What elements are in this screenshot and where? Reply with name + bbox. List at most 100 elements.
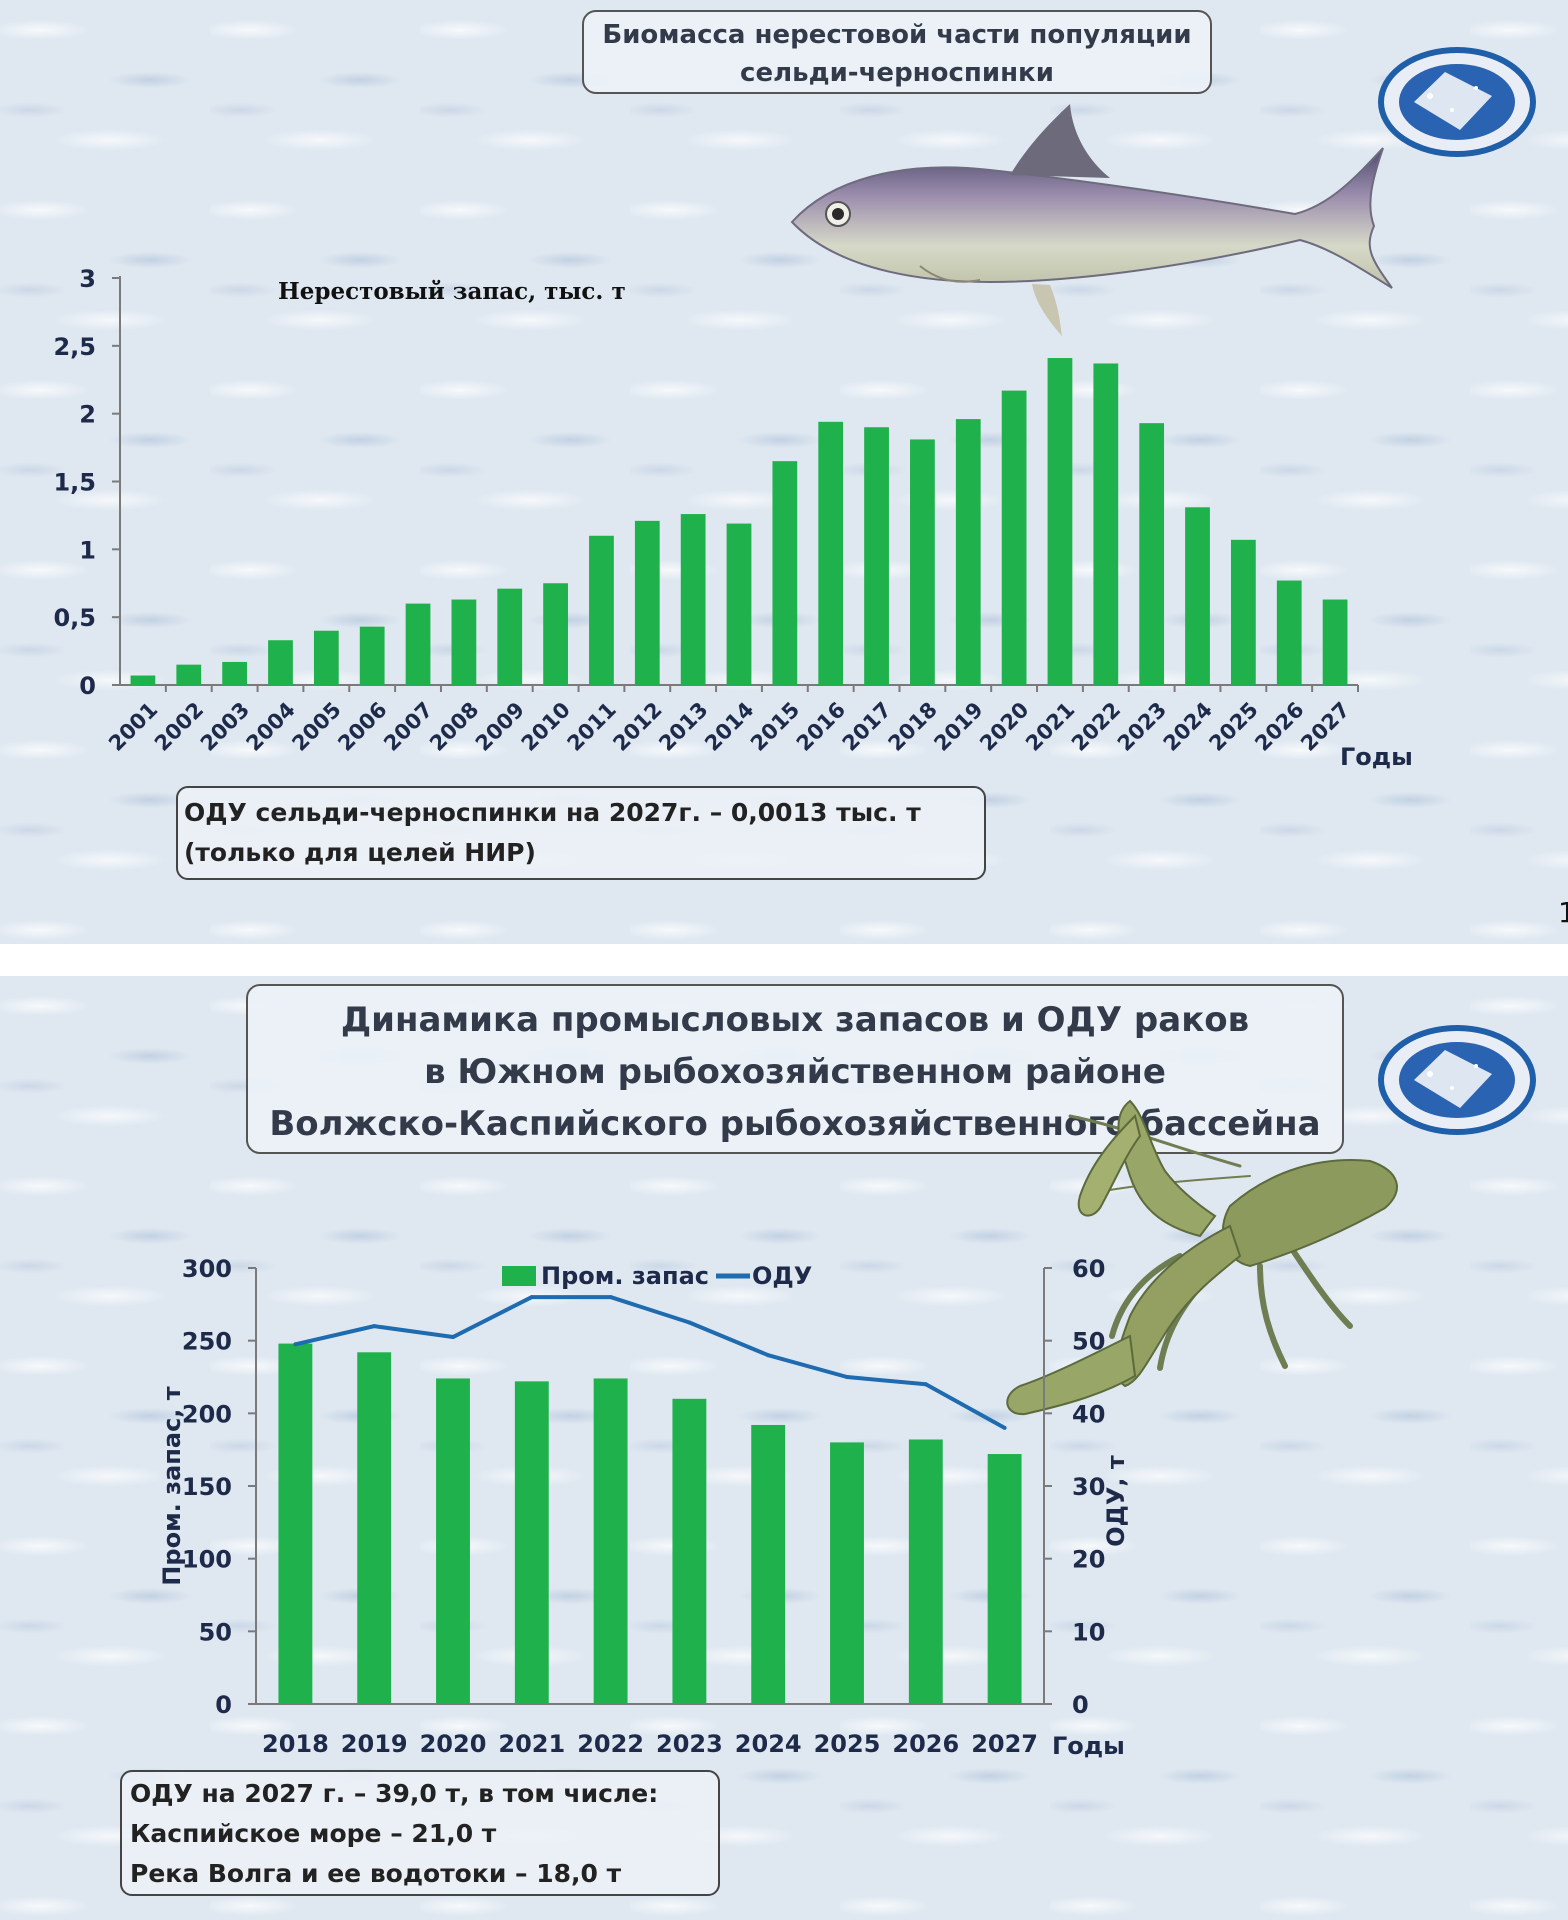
bar-2004 (268, 640, 293, 685)
right-y-tick-label: 50 (1072, 1328, 1105, 1356)
slide-herring: Биомасса нерестовой части популяции сель… (0, 0, 1568, 944)
right-y-tick-label: 0 (1072, 1691, 1089, 1719)
crayfish-title-line2: в Южном рыбохозяйственном районе (424, 1052, 1166, 1092)
bar-2014 (726, 523, 752, 685)
bar-2019 (357, 1352, 392, 1704)
x-tick-label: 2006 (333, 697, 391, 755)
bar-2001 (130, 675, 156, 685)
x-tick-label: 2018 (884, 697, 942, 755)
bar-2023 (672, 1398, 707, 1704)
institute-emblem-icon (1378, 1025, 1536, 1135)
herring-title-box: Биомасса нерестовой части популяции сель… (582, 10, 1212, 94)
y-tick-label: 0,5 (53, 604, 96, 632)
right-y-tick-label: 30 (1072, 1473, 1105, 1501)
crayfish-note-line1: ОДУ на 2027 г. – 39,0 т, в том числе: (130, 1779, 659, 1808)
tac-point-2024 (766, 1353, 771, 1358)
x-tick-label: 2016 (792, 697, 850, 755)
bar-2009 (497, 588, 523, 685)
chart-title: Нерестовый запас, тыс. т (278, 278, 626, 305)
x-tick-label: 2002 (150, 697, 208, 755)
bar-2005 (313, 630, 339, 685)
tac-point-2021 (529, 1295, 534, 1300)
bar-2024 (751, 1424, 786, 1704)
bar-2024 (1185, 507, 1210, 685)
x-tick-label: 2024 (735, 1730, 802, 1758)
y-tick-label: 3 (79, 265, 96, 293)
x-tick-label: 2021 (1021, 697, 1079, 755)
bar-2016 (818, 421, 844, 685)
tac-point-2020 (451, 1335, 455, 1340)
x-tick-label: 2018 (262, 1730, 329, 1758)
bar-2025 (1230, 539, 1256, 685)
x-tick-label: 2025 (1205, 697, 1263, 755)
x-tick-label: 2022 (1067, 697, 1125, 755)
x-tick-label: 2015 (746, 697, 804, 755)
bar-2022 (1093, 363, 1119, 685)
x-tick-label: 2010 (517, 697, 575, 755)
left-y-tick-label: 200 (182, 1400, 232, 1428)
right-y-tick-label: 60 (1072, 1255, 1105, 1283)
slide-crayfish: Динамика промысловых запасов и ОДУ раков… (0, 976, 1568, 1920)
crayfish-stock-tac-chart: 0 50 100 150 200 250 300 0 10 20 30 40 50 60 2018 2019 2… (158, 1255, 1130, 1760)
crayfish-tac-note: ОДУ на 2027 г. – 39,0 т, в том числе: Ка… (120, 1770, 720, 1896)
left-y-tick-label: 150 (182, 1473, 232, 1501)
x-tick-label: 2025 (814, 1730, 881, 1758)
bar-2019 (955, 419, 981, 685)
legend-label-stock: Пром. запас (541, 1262, 709, 1290)
bar-2021 (1047, 358, 1073, 685)
bar-2020 (1001, 390, 1027, 685)
legend-swatch-stock (502, 1266, 536, 1286)
x-tick-label: 2027 (971, 1730, 1038, 1758)
x-tick-label: 2012 (608, 697, 666, 755)
x-tick-label: 2021 (498, 1730, 565, 1758)
crayfish-illustration (1006, 1099, 1398, 1416)
x-tick-label: 2022 (577, 1730, 644, 1758)
bar-2003 (222, 661, 248, 685)
x-tick-label: 2023 (1113, 697, 1171, 755)
tac-point-2019 (372, 1324, 377, 1329)
crayfish-title-line1: Динамика промысловых запасов и ОДУ раков (340, 1000, 1250, 1040)
bar-2025 (830, 1442, 864, 1704)
herring-note-line2: (только для целей НИР) (184, 838, 536, 867)
tac-point-2023 (687, 1320, 692, 1325)
x-tick-label: 2008 (425, 697, 483, 755)
legend-label-tac: ОДУ (752, 1262, 812, 1290)
bar-2013 (680, 514, 706, 685)
tac-point-2025 (845, 1375, 849, 1379)
bar-2008 (451, 599, 477, 685)
x-tick-label: 2026 (892, 1730, 959, 1758)
bar-2022 (593, 1378, 628, 1704)
bar-2002 (176, 664, 202, 685)
institute-emblem-icon (1378, 47, 1536, 157)
x-tick-label: 2020 (975, 697, 1033, 755)
right-y-axis-label: ОДУ, т (1102, 1455, 1130, 1547)
x-tick-label: 2001 (104, 697, 162, 755)
x-tick-label: 2024 (1159, 697, 1217, 755)
page-number: 1 (1558, 896, 1568, 929)
bar-2006 (359, 626, 385, 685)
right-y-tick-label: 10 (1072, 1618, 1105, 1646)
bar-2027 (987, 1454, 1022, 1704)
herring-title-line2: сельди-черноспинки (740, 58, 1054, 88)
crayfish-note-line3: Река Волга и ее водотоки – 18,0 т (130, 1859, 622, 1888)
bar-2026 (908, 1439, 943, 1704)
crayfish-title-box: Динамика промысловых запасов и ОДУ раков… (246, 984, 1344, 1154)
x-tick-label: 2026 (1250, 697, 1308, 755)
x-tick-label: 2007 (379, 697, 437, 755)
herring-fish-illustration (790, 104, 1393, 336)
x-tick-label: 2023 (656, 1730, 723, 1758)
bar-2011 (589, 535, 614, 685)
bar-2018 (910, 439, 935, 685)
bar-2021 (514, 1381, 549, 1704)
tac-point-2018 (293, 1342, 298, 1347)
x-tick-label: 2019 (929, 697, 987, 755)
slide-separator (0, 944, 1568, 976)
x-tick-label: 2003 (196, 697, 254, 755)
bar-2010 (543, 583, 568, 685)
bar-2027 (1322, 599, 1348, 685)
tac-point-2026 (923, 1382, 928, 1387)
bar-2018 (278, 1343, 313, 1704)
crayfish-note-line2: Каспийское море – 21,0 т (130, 1819, 497, 1848)
tac-point-2027 (1002, 1425, 1007, 1430)
left-y-tick-label: 0 (215, 1691, 232, 1719)
